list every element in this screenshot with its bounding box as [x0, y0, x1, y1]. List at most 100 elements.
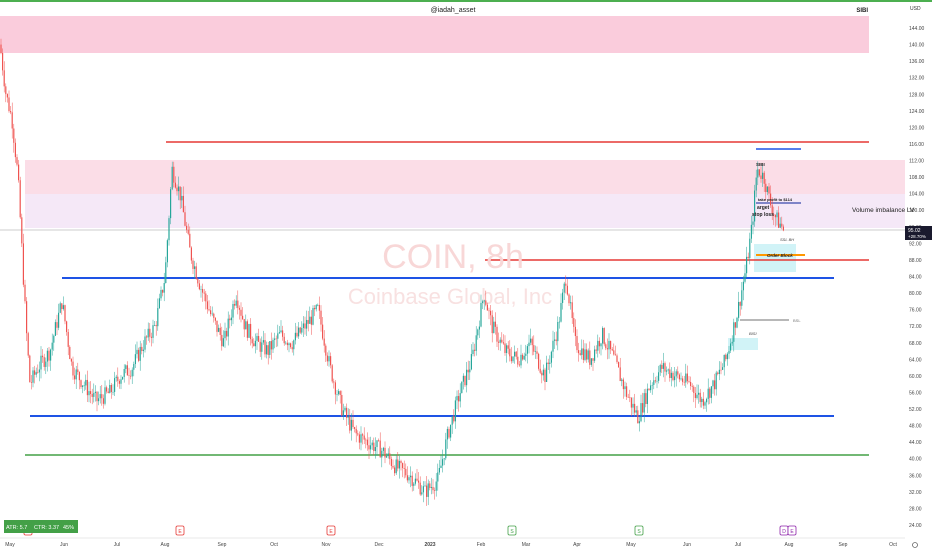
candle-body — [493, 321, 495, 334]
candle-body — [410, 475, 412, 478]
candle-body — [349, 416, 351, 431]
candle-body — [550, 351, 552, 363]
candle-body — [678, 374, 680, 380]
candle-body — [208, 309, 210, 311]
candle-body — [179, 186, 181, 201]
candle-body — [654, 380, 656, 382]
candle-body — [114, 378, 116, 392]
candle-body — [579, 353, 581, 355]
candle-body — [123, 368, 125, 377]
time-tick-label: Jul — [735, 542, 741, 548]
candle-body — [512, 356, 514, 362]
candle-body — [597, 340, 599, 351]
candle-body — [438, 467, 440, 473]
event-markers[interactable]: DEESSDE — [23, 525, 797, 536]
candle-body — [134, 354, 136, 365]
price-tick-label: 40.00 — [909, 457, 922, 463]
candle-body — [610, 340, 612, 350]
candle-body — [242, 315, 244, 320]
candle-body — [405, 468, 407, 476]
candle-body — [77, 369, 79, 373]
candle-body — [456, 396, 458, 401]
candle-body — [646, 388, 648, 405]
candle-body — [683, 381, 685, 383]
event-marker[interactable]: E — [175, 525, 185, 536]
event-marker[interactable]: S — [634, 525, 644, 536]
candle-body — [624, 386, 626, 390]
candle-body — [744, 273, 746, 282]
candle-body — [613, 350, 615, 355]
candle-body — [453, 416, 455, 422]
candle-body — [774, 215, 776, 218]
event-marker[interactable]: D — [779, 525, 789, 536]
candle-body — [198, 283, 200, 290]
time-axis[interactable]: May Jun Jul Aug Sep Oct Nov Dec 2023 Feb Mar Apr May… — [5, 542, 897, 548]
candle-body — [629, 397, 631, 398]
candle-body — [416, 478, 418, 481]
candle-body — [16, 157, 18, 165]
settings-icon[interactable] — [912, 542, 918, 548]
candle-body — [11, 112, 13, 129]
candle-body — [186, 225, 188, 230]
candle-body — [517, 356, 519, 365]
price-tick-label: 48.00 — [909, 424, 922, 430]
candle-body — [133, 364, 135, 370]
event-marker[interactable]: E — [326, 525, 336, 536]
candle-body — [582, 348, 584, 360]
candle-body — [595, 349, 597, 351]
candle-body — [187, 229, 189, 234]
candle-body — [704, 402, 706, 406]
candle-body — [570, 302, 572, 304]
candle-body — [411, 475, 413, 486]
candle-body — [421, 492, 423, 495]
candle-body — [758, 169, 760, 176]
candle-body — [608, 340, 610, 350]
candle-body — [723, 354, 725, 368]
candle-body — [507, 345, 509, 349]
candle-body — [365, 439, 367, 441]
candle-body — [670, 372, 672, 378]
candle-body — [197, 278, 199, 284]
candle-body — [627, 396, 629, 398]
candle-body — [728, 350, 730, 354]
candle-body — [338, 391, 340, 395]
candle-body — [722, 367, 724, 370]
candle-body — [715, 372, 717, 390]
candle-body — [293, 340, 295, 350]
candle-body — [429, 483, 431, 488]
candle-body — [96, 391, 98, 402]
event-marker[interactable]: E — [787, 525, 797, 536]
candle-body — [640, 403, 642, 422]
order-block-zone — [754, 244, 796, 272]
candle-body — [770, 193, 772, 206]
current-price: 95.02 — [908, 228, 921, 234]
candle-body — [752, 221, 754, 225]
candle-body — [581, 348, 583, 355]
candle-body — [174, 182, 176, 188]
candle-body — [494, 321, 496, 327]
candle-body — [594, 349, 596, 361]
event-marker[interactable]: S — [507, 525, 517, 536]
price-tick-label: 60.00 — [909, 374, 922, 380]
candle-body — [238, 307, 240, 310]
candle-body — [680, 378, 682, 380]
price-tick-label: 64.00 — [909, 357, 922, 363]
candle-body — [165, 262, 167, 284]
candle-body — [450, 424, 452, 438]
candle-body — [619, 367, 621, 382]
candle-body — [366, 439, 368, 446]
candle-body — [381, 450, 383, 458]
time-tick-label: Dec — [375, 542, 384, 548]
candle-body — [232, 303, 234, 318]
candle-body — [384, 447, 386, 458]
candle-body — [714, 380, 716, 390]
candle-body — [10, 111, 12, 113]
candle-body — [707, 388, 709, 399]
price-axis[interactable]: 144.00 140.00 136.00 132.00 128.00 124.00 120.… — [909, 26, 925, 529]
price-tick-label: 76.00 — [909, 308, 922, 314]
candle-body — [90, 391, 92, 394]
candle-body — [531, 338, 533, 346]
candle-body — [35, 372, 37, 375]
